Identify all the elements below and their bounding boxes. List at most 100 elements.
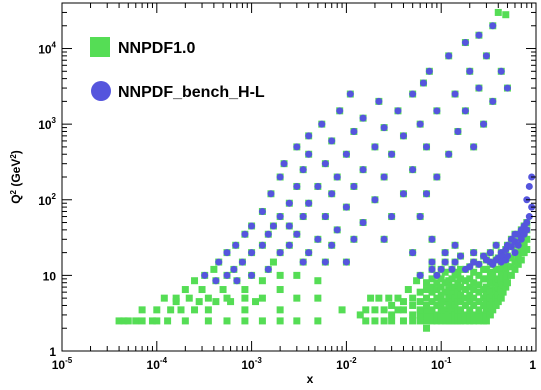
data-point-nnpdf-bench [470,258,478,266]
data-point-nnpdf10 [293,271,301,279]
data-point-nnpdf10 [153,317,161,325]
data-point-nnpdf10 [227,298,235,306]
data-point-nnpdf-bench [336,107,344,115]
data-point-nnpdf10 [258,317,266,325]
data-point-nnpdf10 [241,306,249,314]
data-point-nnpdf10 [219,286,227,294]
data-point-nnpdf-bench [423,143,431,151]
data-point-nnpdf-bench [388,150,396,158]
data-point-nnpdf10 [511,265,519,273]
data-point-nnpdf10 [241,317,249,325]
data-point-nnpdf10 [507,271,515,279]
data-point-nnpdf10 [502,11,510,19]
data-point-nnpdf-bench [454,127,462,135]
data-point-nnpdf-bench [523,226,531,234]
data-point-nnpdf10 [475,281,483,289]
data-point-nnpdf-bench [441,258,449,266]
data-point-nnpdf-bench [380,124,388,132]
data-point-nnpdf-bench [215,258,223,266]
data-point-nnpdf10 [457,298,465,306]
data-point-nnpdf10 [428,317,436,325]
data-point-nnpdf-bench [212,277,220,285]
data-point-nnpdf10 [433,317,441,325]
data-point-nnpdf10 [433,286,441,294]
data-point-nnpdf10 [517,256,525,264]
data-point-nnpdf10 [457,283,465,291]
data-point-nnpdf10 [441,288,449,296]
data-point-nnpdf-bench [305,249,313,257]
data-point-nnpdf-bench [503,252,511,260]
legend-marker-nnpdf-bench [91,81,111,101]
data-point-nnpdf-bench [525,213,533,221]
data-point-nnpdf10 [371,306,379,314]
data-point-nnpdf-bench [523,219,531,227]
data-point-nnpdf10 [115,317,123,325]
data-point-nnpdf10 [423,294,431,302]
data-point-nnpdf-bench [305,150,313,158]
data-point-nnpdf10 [499,288,507,296]
data-point-nnpdf10 [457,291,465,299]
data-point-nnpdf-bench [328,190,336,198]
data-point-nnpdf10 [416,306,424,314]
data-point-nnpdf10 [252,298,260,306]
data-point-nnpdf-bench [428,258,436,266]
data-point-nnpdf-bench [293,143,301,151]
data-point-nnpdf-bench [276,213,284,221]
data-point-nnpdf-bench [475,84,483,92]
data-point-nnpdf-bench [342,150,350,158]
data-point-nnpdf10 [437,306,445,314]
data-point-nnpdf10 [457,306,465,314]
data-point-nnpdf10 [258,294,266,302]
data-point-nnpdf-bench [305,132,313,140]
data-point-nnpdf-bench [461,39,469,47]
data-point-nnpdf10 [409,311,417,319]
data-point-nnpdf-bench [470,249,478,257]
data-point-nnpdf10 [423,324,431,332]
data-point-nnpdf10 [362,317,370,325]
data-point-nnpdf10 [507,254,515,262]
data-point-nnpdf10 [293,294,301,302]
data-point-nnpdf-bench [342,258,350,266]
data-point-nnpdf10 [486,311,494,319]
data-point-nnpdf-bench [293,182,301,190]
data-point-nnpdf10 [457,275,465,283]
data-point-nnpdf10 [437,275,445,283]
data-point-nnpdf-bench [232,241,240,249]
data-point-nnpdf10 [520,240,528,248]
data-point-nnpdf10 [212,298,220,306]
data-point-nnpdf10 [181,317,189,325]
data-point-nnpdf10 [433,311,441,319]
data-point-nnpdf10 [482,275,490,283]
y-tick-label: 1 [49,345,56,359]
data-point-nnpdf10 [293,317,301,325]
data-point-nnpdf-bench [314,235,322,243]
data-point-nnpdf-bench [511,249,519,257]
data-point-nnpdf10 [153,306,161,314]
data-point-nnpdf-bench [267,190,275,198]
data-point-nnpdf10 [437,317,445,325]
data-point-nnpdf10 [492,301,500,309]
data-point-nnpdf10 [385,294,393,302]
data-point-nnpdf-bench [409,166,417,174]
data-point-nnpdf10 [433,294,441,302]
data-point-nnpdf10 [195,298,203,306]
data-point-nnpdf10 [409,317,417,325]
data-point-nnpdf-bench [321,258,329,266]
data-point-nnpdf-bench [233,277,241,285]
data-point-nnpdf-bench [433,107,441,115]
data-point-nnpdf10 [470,317,478,325]
ticks-layer [61,2,537,352]
data-point-nnpdf10 [399,298,407,306]
data-point-nnpdf10 [441,298,449,306]
data-point-nnpdf-bench [409,249,417,257]
data-point-nnpdf10 [470,286,478,294]
data-point-nnpdf-bench [489,22,497,30]
data-point-nnpdf-bench [269,222,277,230]
data-point-nnpdf-bench [388,213,396,221]
data-point-nnpdf-bench [399,132,407,140]
data-point-nnpdf10 [276,271,284,279]
data-point-nnpdf-bench [248,222,256,230]
data-point-nnpdf10 [437,311,445,319]
data-point-nnpdf-bench [445,52,453,60]
data-point-nnpdf-bench [230,265,238,273]
